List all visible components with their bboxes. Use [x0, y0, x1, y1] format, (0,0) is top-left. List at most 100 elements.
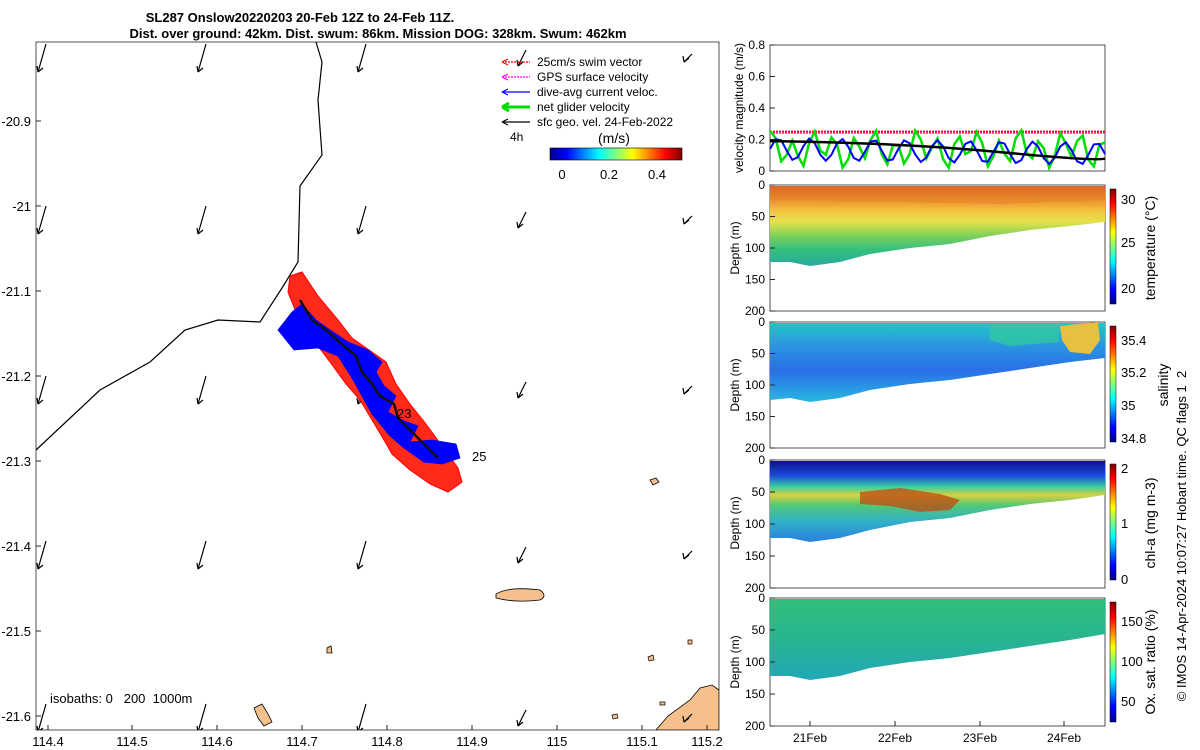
depth-axes: 0501001502000501001502000501001502000501… — [745, 178, 775, 733]
series-sfc-geo-velocity — [769, 139, 1106, 161]
temperature-ylabel: Depth (m) — [728, 221, 742, 274]
time-x-tick-label: 24Feb — [1047, 731, 1081, 745]
arrow-shaft — [517, 381, 527, 399]
depth-tick-label: 200 — [745, 441, 765, 455]
chla-cbar-tick-1: 1 — [1121, 516, 1128, 531]
surface-velocity-arrow — [682, 215, 693, 225]
surface-velocity-arrow — [682, 53, 693, 63]
legend-entry-dive-avg-current: dive-avg current veloc. — [501, 85, 658, 99]
depth-tick-label: 0 — [758, 453, 765, 467]
surface-velocity-arrow — [356, 540, 367, 570]
track-label-23: 23 — [397, 406, 411, 421]
surface-velocity-arrow — [196, 540, 207, 570]
island — [659, 701, 666, 706]
figure-title-line1: SL287 Onslow20220203 20-Feb 12Z to 24-Fe… — [146, 10, 455, 25]
surface-velocity-arrow — [516, 546, 527, 564]
map-x-tick-label: 115.1 — [626, 734, 658, 749]
depth-tick-label: 50 — [752, 347, 766, 361]
arrow-shaft — [197, 43, 207, 73]
legend-label-net-glider-velocity: net glider velocity — [537, 100, 630, 114]
chla-colorbar — [1109, 463, 1117, 581]
arrow-head — [516, 391, 524, 399]
depth-tick-label: 50 — [752, 210, 766, 224]
map-y-axis: -20.9 -21 -21.1 -21.2 -21.3 -21.4 -21.5 -21.6 — [1, 114, 41, 724]
salinity-ylabel: Depth (m) — [728, 358, 742, 411]
temperature-cbar-label: temperature (°C) — [1142, 196, 1158, 300]
arrow-shaft — [37, 540, 47, 570]
arrow-head — [356, 227, 364, 235]
velocity-y-tick-label: 0.2 — [748, 133, 765, 147]
oxygen-cbar-tick-100: 100 — [1121, 654, 1143, 669]
island — [253, 703, 273, 727]
salinity-mid-patch — [990, 323, 1060, 346]
chla-panel: Depth (m) 2 1 0 chl-a (mg m-3) — [728, 459, 1158, 589]
time-x-tick-label: 22Feb — [878, 731, 912, 745]
map-x-tick-label: 114.4 — [32, 734, 64, 749]
velocity-y-tick-label: 0.4 — [748, 101, 765, 115]
chla-cbar-tick-0: 0 — [1121, 572, 1128, 587]
velocity-ylabel: velocity magnitude (m/s) — [732, 43, 746, 173]
current-vector-cloud — [277, 303, 461, 465]
island — [611, 713, 619, 720]
map-x-tick-label: 114.6 — [201, 734, 233, 749]
legend-entry-net-glider-velocity: net glider velocity — [501, 100, 630, 114]
arrow-shaft — [37, 43, 47, 73]
chla-max-layer — [860, 488, 960, 512]
arrow-shaft — [357, 205, 367, 235]
oxygen-cbar-tick-150: 150 — [1121, 614, 1143, 629]
legend-entry-sfc-geo-velocity: sfc geo. vel. 24-Feb-2022 — [501, 115, 673, 129]
velocity-y-tick-label: 0.8 — [748, 38, 765, 52]
arrow-head — [36, 65, 44, 73]
arrow-shaft — [197, 540, 207, 570]
salinity-cbar-tick-35: 35 — [1121, 398, 1135, 413]
map-x-tick-label: 114.8 — [371, 734, 403, 749]
arrow-head — [682, 552, 690, 560]
oxygen-cbar-tick-50: 50 — [1121, 694, 1135, 709]
map-x-tick-label: 115.2 — [691, 734, 723, 749]
arrow-head — [682, 55, 690, 63]
legend-label-swim-vector: 25cm/s swim vector — [537, 55, 642, 69]
legend-entry-gps-velocity: GPS surface velocity — [501, 70, 648, 84]
depth-tick-label: 50 — [752, 485, 766, 499]
arrow-head — [682, 387, 690, 395]
arrow-head — [356, 65, 364, 73]
surface-velocity-arrow — [356, 205, 367, 235]
colorbar-tick-0.4: 0.4 — [648, 167, 666, 182]
island — [649, 477, 660, 486]
salinity-cbar-tick-34.8: 34.8 — [1121, 431, 1146, 446]
colorbar-tick-0.2: 0.2 — [600, 167, 618, 182]
time-x-tick-label: 23Feb — [963, 731, 997, 745]
depth-tick-label: 150 — [745, 273, 765, 287]
island — [655, 684, 719, 730]
oxygen-cbar-label: Ox. sat. ratio (%) — [1142, 609, 1158, 714]
arrow-head — [36, 397, 44, 405]
surface-velocity-arrow — [196, 375, 207, 405]
salinity-cbar-label: salinity — [1155, 364, 1171, 407]
arrow-shaft — [37, 205, 47, 235]
arrow-shaft — [197, 703, 207, 730]
arrow-head — [682, 715, 690, 723]
legend-label-gps-velocity: GPS surface velocity — [537, 70, 648, 84]
arrow-head — [516, 221, 524, 229]
map-x-tick-label: 114.7 — [286, 734, 318, 749]
arrow-head — [36, 725, 44, 730]
temperature-cbar-tick-25: 25 — [1121, 235, 1135, 250]
map-y-tick-label: -21.6 — [1, 709, 31, 724]
surface-velocity-arrow — [36, 43, 47, 73]
arrow-shaft — [517, 546, 527, 564]
map-panel: 23 25 isobaths: 0 200 1000m 114.4 114.5 11… — [1, 41, 723, 749]
arrow-shaft — [357, 703, 367, 730]
arrow-shaft — [517, 709, 527, 727]
surface-velocity-arrow — [36, 205, 47, 235]
arrow-head — [196, 397, 204, 405]
temperature-panel: Depth (m) 30 25 20 temperature (°C) — [728, 184, 1158, 312]
map-y-tick-label: -21.1 — [1, 284, 31, 299]
island — [647, 654, 655, 662]
surface-velocity-arrow — [196, 205, 207, 235]
island — [687, 639, 693, 645]
depth-tick-label: 0 — [758, 178, 765, 192]
map-x-axis: 114.4 114.5 114.6 114.7 114.8 114.9 115 115.1 11… — [32, 725, 723, 749]
legend-label-sfc-geo-velocity: sfc geo. vel. 24-Feb-2022 — [537, 115, 673, 129]
time-x-tick-label: 21Feb — [793, 731, 827, 745]
glider-track — [298, 299, 439, 459]
